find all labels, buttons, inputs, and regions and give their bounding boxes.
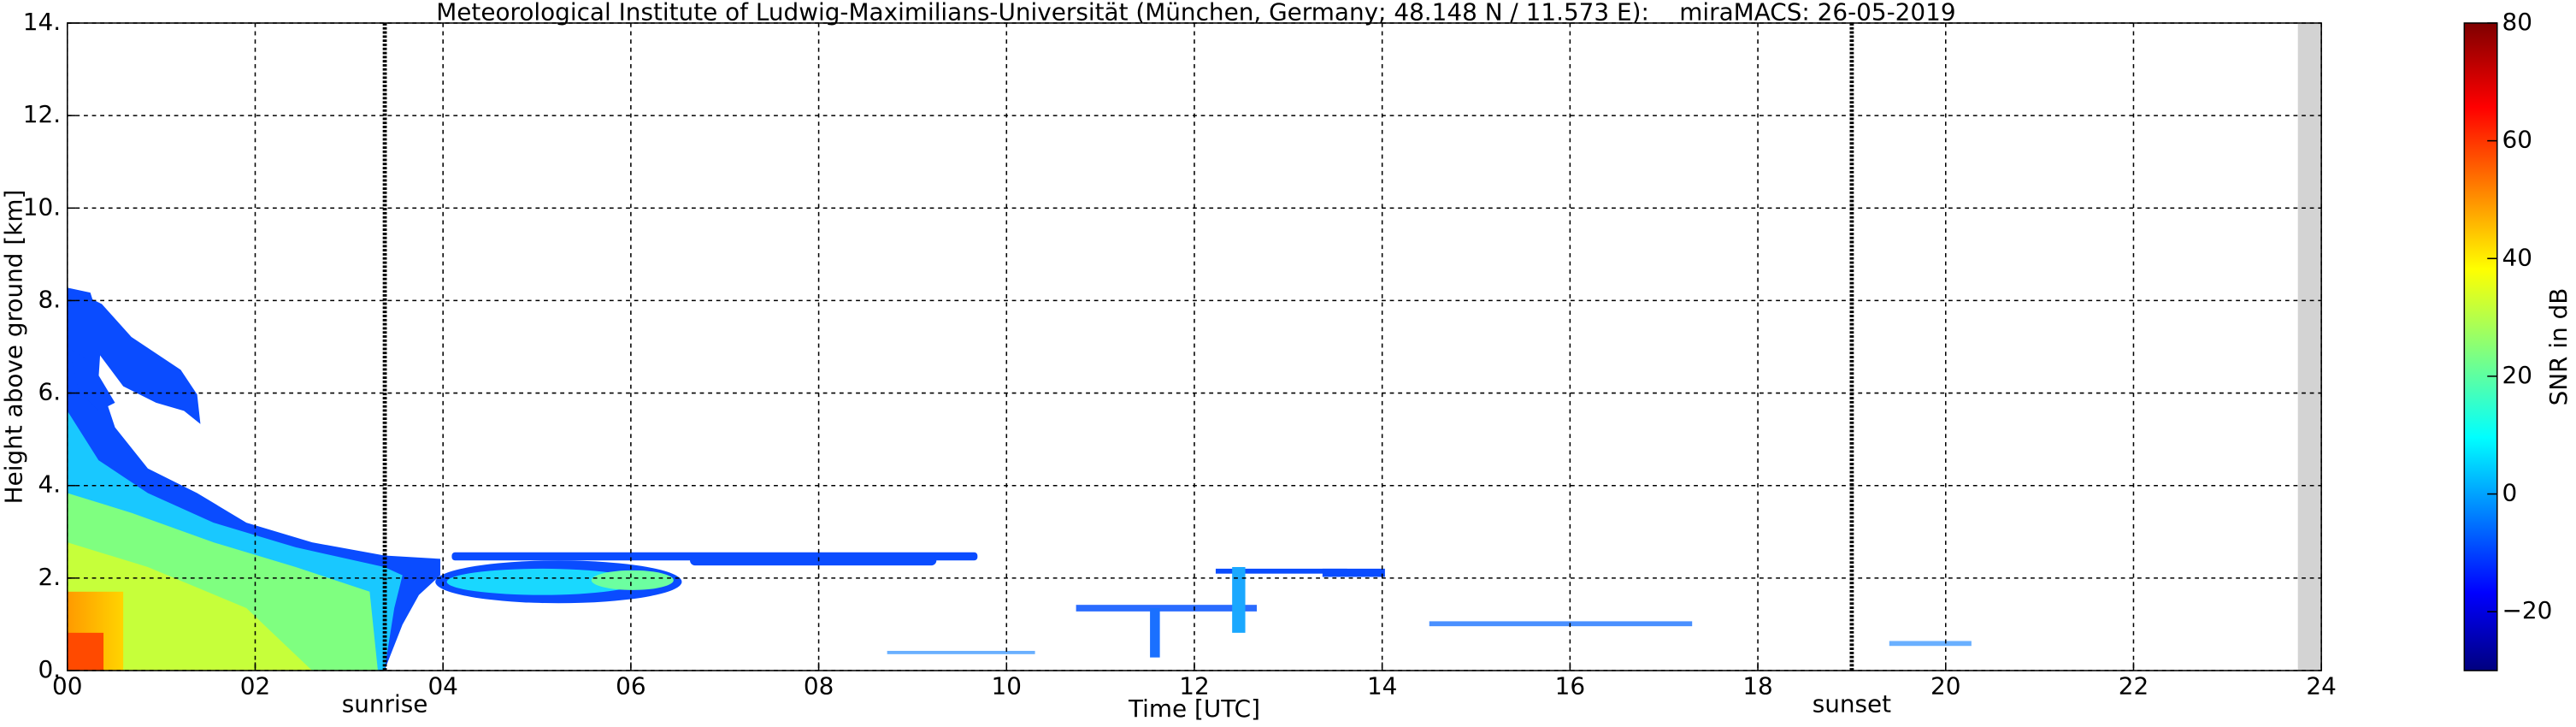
x-tick-label: 18 xyxy=(1742,671,1772,700)
radar-echo xyxy=(1076,605,1257,612)
colorbar xyxy=(2464,22,2497,671)
y-tick-label: 4. xyxy=(38,470,62,499)
x-tick-label: 08 xyxy=(804,671,834,700)
chart-title: Meteorological Institute of Ludwig-Maxim… xyxy=(436,0,1955,26)
y-tick-label: 0. xyxy=(38,655,62,683)
y-tick-label: 6. xyxy=(38,378,62,406)
annotation-label: sunset xyxy=(1813,689,1891,718)
y-tick-label: 10. xyxy=(23,192,61,221)
radar-echo xyxy=(1215,568,1347,574)
y-tick-label: 8. xyxy=(38,285,62,313)
colorbar-tick-label: 60 xyxy=(2502,126,2532,154)
colorbar-tick-label: 40 xyxy=(2502,243,2532,271)
y-tick-label: 12. xyxy=(23,100,61,128)
radar-echo xyxy=(1150,608,1160,658)
x-tick-label: 16 xyxy=(1555,671,1585,700)
colorbar-tick-label: 0 xyxy=(2502,479,2518,507)
x-tick-label: 20 xyxy=(1931,671,1960,700)
x-axis-label: Time [UTC] xyxy=(1128,694,1260,723)
radar-echo xyxy=(446,568,638,595)
radar-echoes xyxy=(67,287,1972,671)
y-tick-label: 14. xyxy=(23,8,61,36)
radar-echo xyxy=(887,650,1035,654)
radar-echo xyxy=(690,555,937,566)
x-tick-label: 04 xyxy=(427,671,457,700)
radar-echo xyxy=(67,632,104,671)
colorbar-frame xyxy=(2463,22,2498,671)
y-axis-label: Height above ground [km] xyxy=(0,190,27,505)
colorbar-label: SNR in dB xyxy=(2544,288,2573,406)
radar-echo xyxy=(1429,621,1693,627)
radar-echo xyxy=(67,542,313,671)
no-data-band xyxy=(2297,22,2322,671)
x-tick-label: 12 xyxy=(1179,671,1209,700)
radar-echo xyxy=(1232,566,1246,633)
plot-frame xyxy=(67,22,2322,671)
radar-echo xyxy=(1322,568,1385,577)
radar-echo xyxy=(79,293,201,424)
y-tick-label: 2. xyxy=(38,563,62,591)
radar-echo xyxy=(1889,641,1972,647)
x-tick-label: 24 xyxy=(2306,671,2336,700)
x-tick-label: 00 xyxy=(52,671,82,700)
x-tick-label: 02 xyxy=(240,671,270,700)
colorbar-tick-label: −20 xyxy=(2502,596,2553,624)
x-tick-label: 22 xyxy=(2119,671,2149,700)
radar-echo xyxy=(68,348,115,411)
colorbar-tick-label: 80 xyxy=(2502,8,2532,36)
annotation-label: sunrise xyxy=(342,689,428,718)
x-tick-label: 06 xyxy=(616,671,645,700)
x-tick-label: 10 xyxy=(992,671,1022,700)
radar-echo xyxy=(591,570,674,590)
x-tick-label: 14 xyxy=(1367,671,1397,700)
colorbar-tick-label: 20 xyxy=(2502,361,2532,389)
